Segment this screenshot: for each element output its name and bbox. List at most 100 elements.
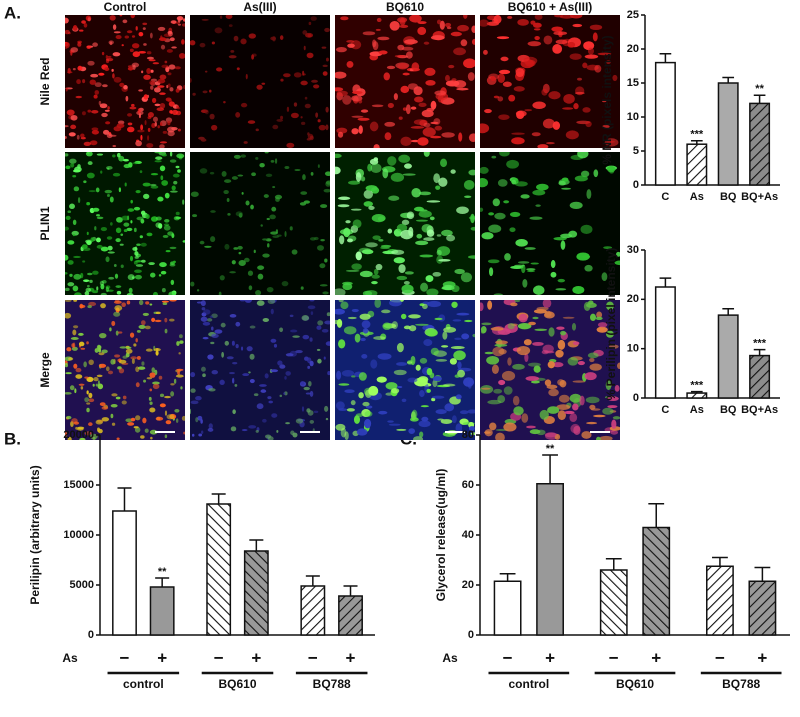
cell [101,112,108,118]
cell [95,419,103,425]
cell [502,81,512,87]
cell [586,189,592,200]
cell [616,362,620,370]
cell [411,62,420,72]
cell [514,300,521,303]
cell [115,227,122,234]
cell [373,144,380,148]
cell [605,60,611,64]
cell [449,358,457,365]
cell [532,101,546,109]
cell [105,286,109,293]
cell [423,122,431,128]
cell [150,183,157,187]
cell [408,428,416,434]
cell [597,52,612,56]
cell [456,87,469,91]
cell [533,285,545,295]
cell [164,60,168,64]
cell [99,103,108,109]
y-tick-label: 5 [633,145,639,157]
cell [309,360,314,367]
cell [457,361,462,369]
cell [117,331,123,334]
cell [74,292,82,295]
column-label: BQ610 + As(III) [508,0,593,14]
panel-label: A. [4,3,21,22]
cell [492,346,505,357]
cell [105,121,111,125]
cell [211,333,219,338]
cell [133,343,137,347]
error-bar [117,487,132,511]
cell [92,207,100,212]
cell [113,76,122,83]
cell [307,132,310,136]
x-tick-label: As [690,191,704,203]
cell [190,77,192,83]
cell [130,199,133,204]
cell [201,366,206,372]
cell [162,234,169,238]
cell [130,417,136,422]
cell [115,238,121,243]
cell [557,339,566,350]
cell [125,95,129,102]
cell [159,165,166,172]
cell [272,124,279,130]
cell [97,380,100,387]
cell [119,15,123,17]
cell [229,271,236,274]
cell [70,50,73,56]
cell [338,383,350,386]
cell [86,402,91,405]
cell [253,249,256,254]
cell [569,201,583,210]
cell [141,259,146,263]
cell [143,94,149,100]
cell [387,420,394,423]
cell [73,169,81,173]
cell [168,101,175,107]
cell [407,377,418,383]
cell [65,312,72,319]
cell [562,316,575,319]
cell [325,57,329,62]
cell [68,357,74,361]
cell [391,387,400,394]
cell [555,288,567,291]
cell [406,361,413,364]
cell [311,79,318,83]
cell [173,180,178,185]
cell [463,58,475,69]
cell [135,26,138,31]
cell [248,371,251,374]
y-tick-label: 15 [627,77,639,89]
cell [481,387,491,390]
cell [241,429,248,432]
cell [324,171,330,176]
cell [107,193,110,197]
cell [248,285,253,291]
cell [419,431,424,438]
cell [547,406,560,414]
cell [497,73,506,83]
cell [200,300,206,307]
cell [495,340,508,345]
cell [146,377,153,380]
cell [398,154,411,163]
cell [470,213,475,224]
cell [154,152,163,154]
cell [560,240,566,250]
cell [171,233,175,239]
cell [232,409,236,415]
cell [180,386,183,390]
cell [380,246,390,250]
cell [335,319,343,325]
cell [567,357,579,366]
cell [590,408,601,411]
cell [356,428,368,436]
cell [316,325,322,330]
cell [262,317,270,322]
